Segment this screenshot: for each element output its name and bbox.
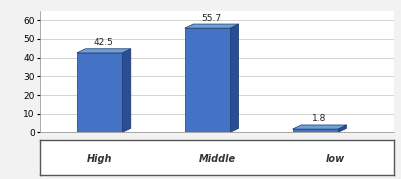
Text: Middle: Middle	[198, 154, 235, 164]
FancyBboxPatch shape	[184, 28, 229, 132]
Polygon shape	[122, 49, 130, 132]
Polygon shape	[292, 125, 346, 129]
FancyBboxPatch shape	[292, 129, 337, 132]
Text: 42.5: 42.5	[94, 38, 113, 47]
Polygon shape	[184, 24, 238, 28]
FancyBboxPatch shape	[77, 53, 122, 132]
Polygon shape	[229, 24, 238, 132]
Polygon shape	[77, 49, 130, 53]
Text: 55.7: 55.7	[201, 14, 221, 23]
Text: High: High	[86, 154, 111, 164]
Polygon shape	[337, 125, 346, 132]
Text: 1.8: 1.8	[312, 115, 326, 124]
Text: low: low	[325, 154, 344, 164]
